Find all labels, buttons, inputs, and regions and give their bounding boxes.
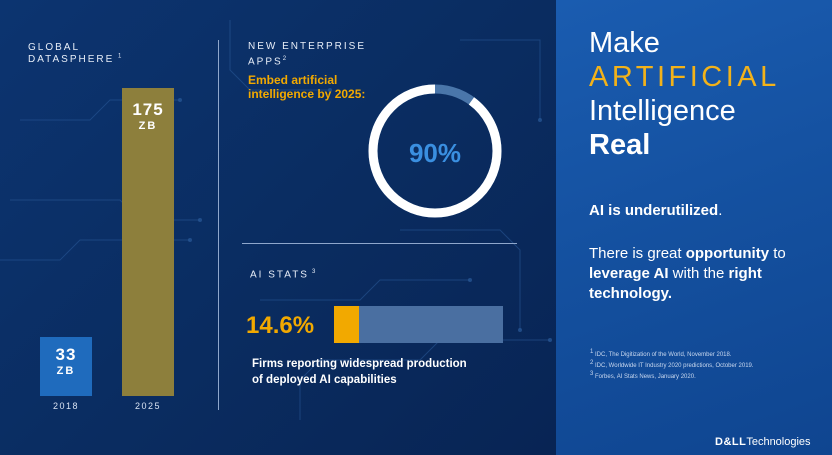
datasphere-title: GLOBAL DATASPHERE 1 [28,42,122,65]
bar-unit: ZB [56,365,76,377]
apps-subtitle: Embed artificial intelligence by 2025: [248,73,366,101]
vertical-divider [218,40,219,410]
ai-stats-percent: 14.6% [246,312,315,339]
apps-title: NEW ENTERPRISE APPS2 [248,41,367,68]
message-panel [556,0,832,455]
horizontal-divider [242,243,517,244]
footnote: 2 IDC, Worldwide IT Industry 2020 predic… [590,360,754,369]
circuit-pattern-decoration [0,20,552,420]
bar-value: 175 [132,100,164,119]
bar-unit: ZB [138,120,158,132]
footnotes: 1 IDC, The Digitization of the World, No… [590,348,754,381]
progress-bar-track [334,306,503,343]
donut-chart [368,84,502,218]
opportunity-statement: There is great opportunity to leverage A… [589,245,786,302]
footnote: 1 IDC, The Digitization of the World, No… [590,349,732,358]
headline-intelligence: Intelligence [589,95,736,127]
donut-percent-label: 90% [408,138,462,168]
bar-year-label: 2025 [134,401,162,411]
ai-stats-title: AI STATS 3 [250,269,316,281]
headline-artificial: ARTIFICIAL [589,61,780,93]
bar-value: 33 [55,345,77,364]
progress-bar-fill [334,306,359,343]
bar-year-label: 2018 [52,401,80,411]
stats-panel [0,0,556,455]
underutilized-statement: AI is underutilized. [589,202,723,219]
dell-technologies-logo: D&LLTechnologies [715,436,811,448]
headline-make: Make [589,27,660,59]
ai-stats-description: Firms reporting widespread production of… [252,358,467,386]
bar-2018: 33 ZB [40,337,92,396]
bar-2025: 175 ZB [122,88,174,396]
donut-arc [368,84,502,218]
footnote: 3 Forbes, AI Stats News, January 2020. [590,371,696,380]
headline-real: Real [589,129,651,161]
